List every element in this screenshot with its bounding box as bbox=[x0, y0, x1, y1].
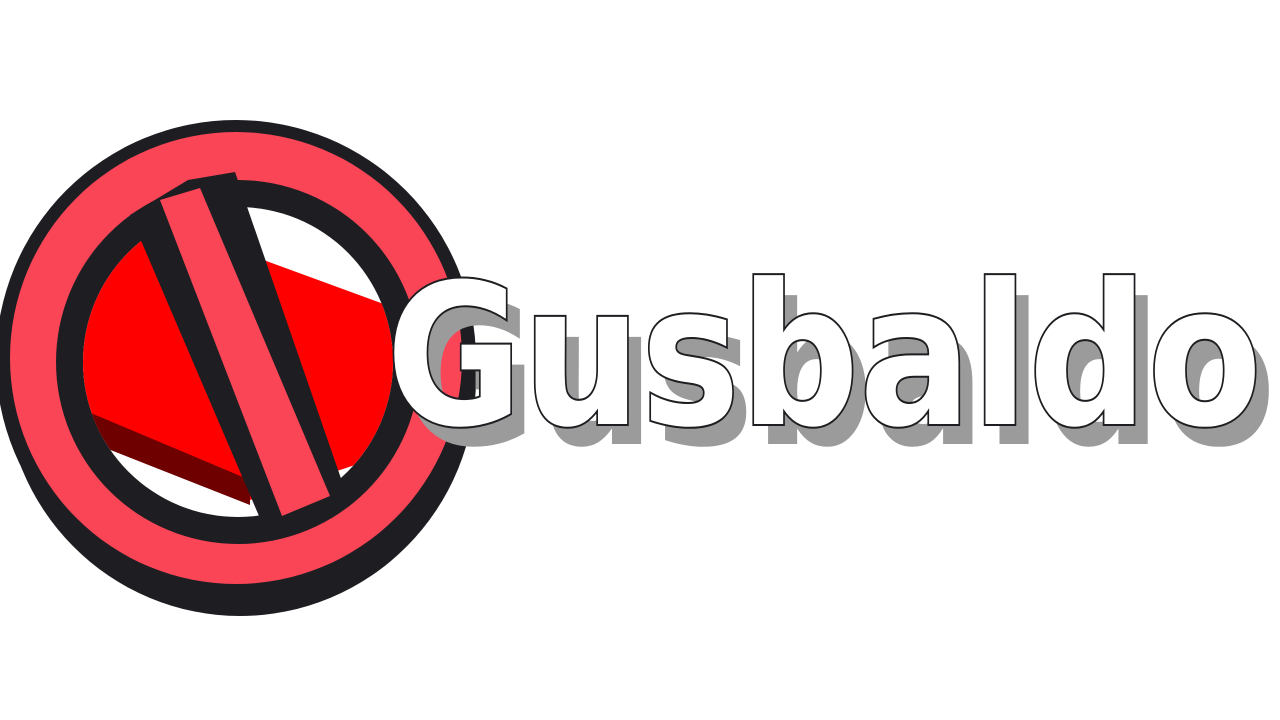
inner-red-shadow bbox=[83, 400, 250, 505]
bar-fill bbox=[160, 188, 330, 516]
wordmark: Gusbaldo bbox=[386, 243, 1262, 471]
wordmark-shadow: Gusbaldo bbox=[400, 263, 1276, 491]
prohibited-sign-icon bbox=[0, 120, 476, 616]
